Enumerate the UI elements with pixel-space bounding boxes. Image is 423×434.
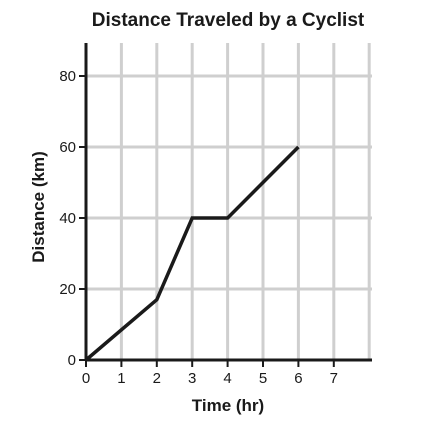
y-tick-label: 80 — [59, 68, 76, 85]
tick-labels: 0 1 2 3 4 5 6 7 0 20 40 60 80 — [59, 68, 338, 387]
x-tick-label: 7 — [330, 370, 338, 387]
x-tick-label: 5 — [259, 370, 267, 387]
y-tick-label: 40 — [59, 210, 76, 227]
x-tick-label: 3 — [188, 370, 196, 387]
y-tick-label: 0 — [68, 352, 76, 369]
x-tick-label: 1 — [117, 370, 125, 387]
x-tick-label: 6 — [294, 370, 302, 387]
x-tick-label: 4 — [223, 370, 231, 387]
y-axis-label: Distance (km) — [29, 151, 48, 262]
chart-title: Distance Traveled by a Cyclist — [92, 10, 365, 31]
x-tick-label: 0 — [82, 370, 90, 387]
series-group — [84, 145, 300, 362]
y-tick-label: 20 — [59, 281, 76, 298]
y-tick-label: 60 — [59, 139, 76, 156]
x-tick-label: 2 — [153, 370, 161, 387]
grid — [86, 43, 372, 360]
x-axis-label: Time (hr) — [192, 396, 264, 415]
